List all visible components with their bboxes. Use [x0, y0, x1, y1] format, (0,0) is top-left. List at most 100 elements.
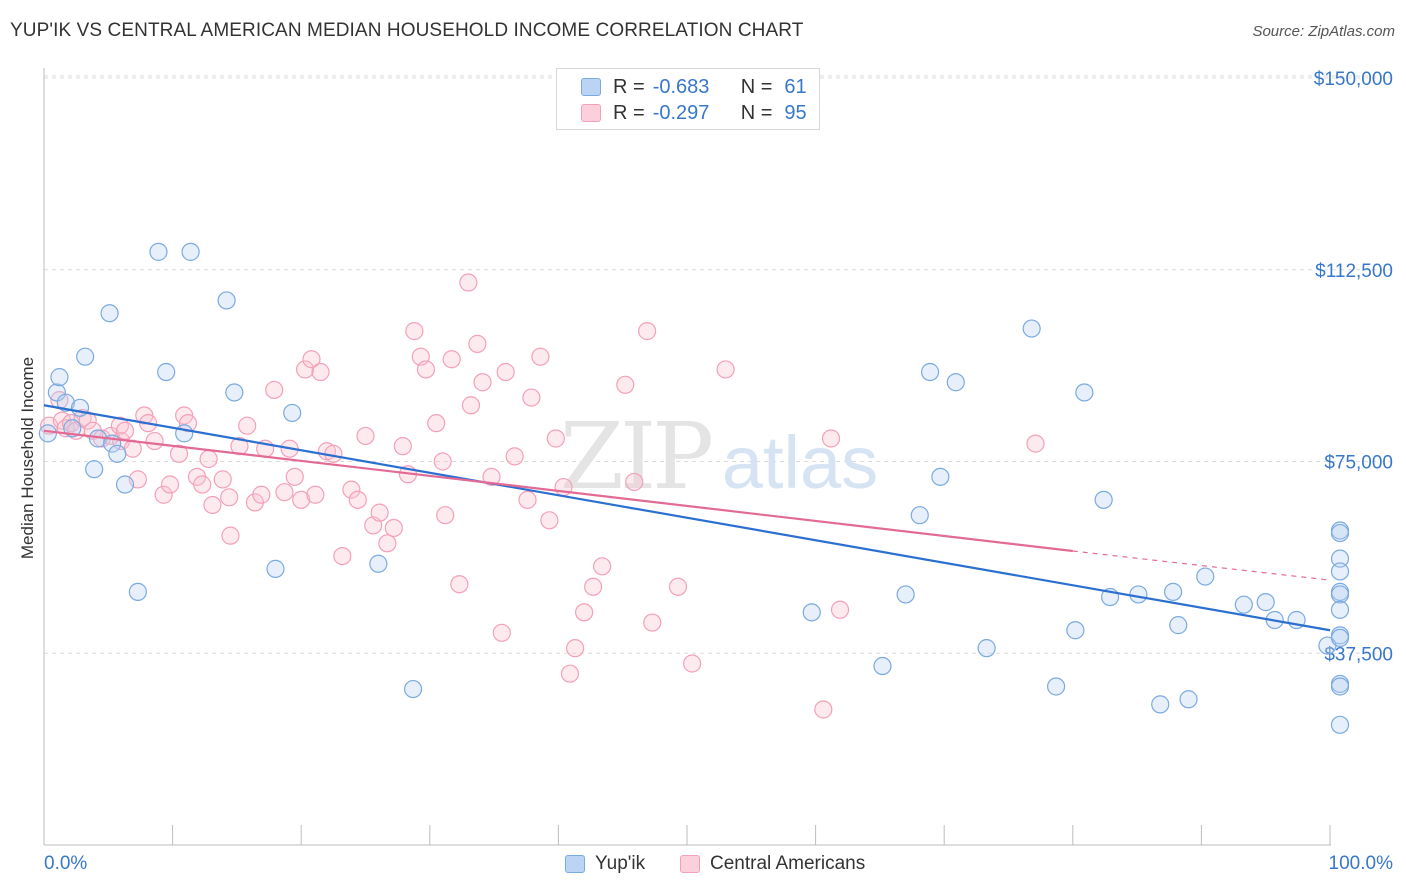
central-americans-point: [442, 350, 461, 369]
yupik-point: [1330, 523, 1350, 543]
yupik-swatch: [581, 78, 601, 96]
central-americans-point: [546, 429, 565, 448]
series-legend: Yup'ik Central Americans: [0, 853, 1406, 879]
yupik-point: [76, 347, 95, 366]
central-americans-point: [468, 334, 487, 353]
yupik-point: [1196, 567, 1215, 586]
y-tick-label: $150,000: [1314, 69, 1393, 90]
yupik-point: [115, 475, 135, 494]
legend-item-yupik: Yup'ik: [565, 853, 645, 875]
watermark-atlas: atlas: [722, 421, 878, 504]
central-americans-point: [213, 470, 232, 489]
central-americans-point: [145, 431, 164, 451]
legend-item-central-americans: Central Americans: [680, 853, 865, 875]
central-americans-point: [461, 396, 481, 415]
r-value: -0.683: [652, 75, 710, 98]
central-americans-point: [566, 639, 585, 658]
central-americans-point: [265, 380, 284, 400]
yupik-point: [1164, 582, 1183, 601]
yupik-point: [896, 585, 915, 604]
central-americans-point: [450, 575, 469, 594]
central-americans-point: [492, 623, 511, 642]
central-americans-point: [505, 447, 524, 466]
x-tick-label: 0.0%: [44, 853, 87, 874]
central-americans-point: [333, 546, 352, 566]
n-value: 95: [784, 101, 807, 124]
central-americans-point: [433, 452, 452, 471]
legend-label-central-americans: Central Americans: [710, 853, 866, 874]
yupik-point: [1046, 677, 1066, 696]
yupik-point: [38, 424, 57, 443]
yupik-point: [56, 393, 75, 412]
central-americans-trend-extension: [1072, 550, 1331, 581]
central-americans-point: [348, 490, 367, 509]
yupik-point: [157, 362, 176, 382]
yupik-point: [910, 506, 929, 525]
n-label: N =: [740, 101, 773, 124]
central-americans-point: [821, 429, 841, 448]
central-americans-point: [356, 426, 375, 446]
chart-title: YUP'IK VS CENTRAL AMERICAN MEDIAN HOUSEH…: [10, 20, 804, 41]
yupik-point: [100, 304, 119, 323]
central-americans-point: [575, 603, 594, 622]
yupik-swatch: [565, 855, 585, 873]
central-americans-point: [814, 700, 833, 719]
central-americans-point: [160, 475, 180, 494]
yupik-point: [946, 373, 965, 392]
yupik-point: [1169, 616, 1188, 635]
central-americans-point: [436, 506, 455, 525]
y-tick-labels: $37,500 $75,000 $112,500 $150,000: [1314, 69, 1393, 665]
central-americans-point: [292, 490, 311, 509]
yupik-point: [217, 291, 236, 310]
yupik-point: [1330, 677, 1350, 696]
central-americans-point: [193, 475, 212, 494]
central-americans-point: [178, 414, 198, 433]
central-americans-point: [275, 483, 294, 502]
yupik-point: [1129, 585, 1148, 604]
central-americans-point: [370, 503, 389, 522]
central-americans-point: [522, 388, 541, 407]
central-americans-point: [459, 273, 478, 292]
central-americans-point: [593, 557, 612, 576]
central-americans-point: [285, 467, 304, 486]
yupik-point: [1234, 595, 1253, 614]
central-americans-point: [252, 485, 271, 504]
x-tick-labels: 0.0% 100.0%: [44, 853, 1393, 874]
yupik-trend-line: [43, 404, 1331, 632]
yupik-point: [1094, 490, 1113, 509]
yupik-point: [181, 242, 200, 261]
yupik-point: [1330, 715, 1350, 734]
r-value: -0.297: [652, 101, 710, 124]
central-americans-point: [238, 416, 257, 435]
central-americans-point: [482, 467, 501, 486]
central-americans-point: [302, 350, 321, 369]
central-americans-point: [154, 485, 173, 504]
central-americans-point: [378, 534, 397, 553]
yupik-point: [1330, 600, 1350, 619]
central-americans-point: [625, 472, 644, 492]
n-value: 61: [784, 75, 807, 98]
yupik-point: [225, 383, 244, 402]
central-americans-point: [716, 360, 735, 379]
watermark: ZIP atlas: [560, 403, 878, 510]
source-label: Source: ZipAtlas.com: [1252, 23, 1395, 40]
central-americans-point: [110, 416, 129, 435]
central-americans-point: [199, 449, 218, 469]
central-americans-point: [1026, 434, 1045, 453]
legend-label-yupik: Yup'ik: [595, 853, 646, 874]
yupik-point: [403, 679, 423, 699]
yupik-point: [70, 398, 90, 417]
central-americans-point: [540, 511, 559, 530]
central-americans-point: [560, 664, 580, 683]
y-tick-label: $112,500: [1315, 261, 1393, 282]
central-americans-point: [427, 414, 446, 433]
central-americans-point: [115, 421, 135, 440]
central-americans-points: [40, 273, 1045, 719]
central-americans-point: [518, 490, 537, 509]
yupik-point: [283, 403, 302, 423]
central-americans-point: [830, 600, 850, 619]
yupik-point: [1330, 549, 1350, 568]
yupik-point: [149, 242, 168, 261]
trend-lines: [43, 404, 1331, 632]
